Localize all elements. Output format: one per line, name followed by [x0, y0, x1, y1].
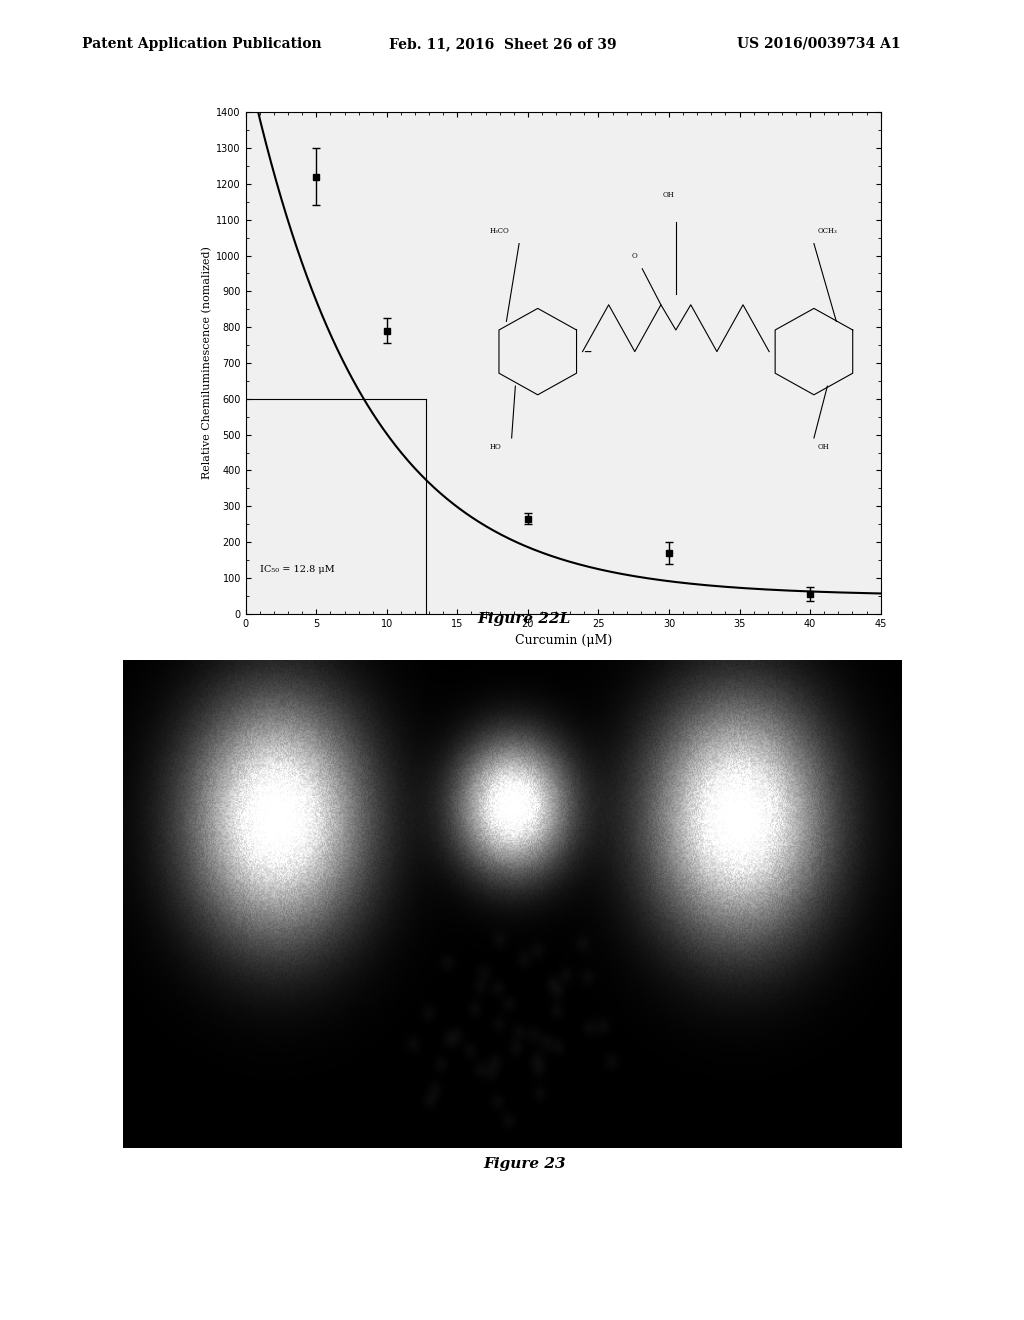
Text: US 2016/0039734 A1: US 2016/0039734 A1	[737, 37, 901, 51]
Text: HO: HO	[489, 442, 501, 451]
Text: H₃CO: H₃CO	[489, 227, 509, 235]
Text: Figure 23: Figure 23	[483, 1158, 565, 1171]
Text: OCH₃: OCH₃	[817, 227, 838, 235]
Text: Feb. 11, 2016  Sheet 26 of 39: Feb. 11, 2016 Sheet 26 of 39	[389, 37, 616, 51]
Text: OH: OH	[663, 191, 674, 199]
Text: Figure 22L: Figure 22L	[477, 612, 571, 626]
Y-axis label: Relative Chemiluminescence (nomalized): Relative Chemiluminescence (nomalized)	[202, 247, 212, 479]
Text: IC₅₀ = 12.8 μM: IC₅₀ = 12.8 μM	[260, 565, 335, 574]
X-axis label: Curcumin (μM): Curcumin (μM)	[515, 634, 611, 647]
Text: O: O	[632, 252, 638, 260]
Text: OH: OH	[817, 442, 829, 451]
Text: Patent Application Publication: Patent Application Publication	[82, 37, 322, 51]
